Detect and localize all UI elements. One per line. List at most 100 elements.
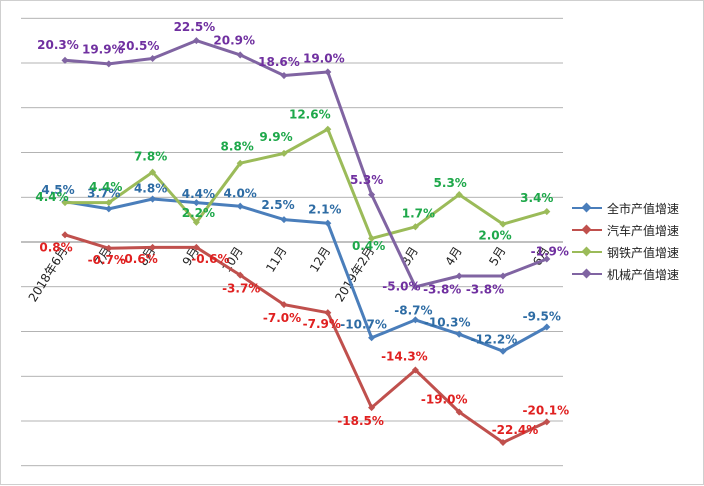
data-label: -3.8% — [423, 283, 461, 297]
series-marker — [192, 199, 200, 207]
series-marker — [499, 438, 507, 447]
data-label: 20.3% — [37, 38, 79, 52]
series-marker — [411, 366, 419, 374]
data-label: 4.0% — [224, 187, 257, 201]
series-marker — [499, 347, 507, 355]
data-label: 20.5% — [118, 39, 160, 53]
data-label: 19.9% — [82, 42, 124, 56]
legend-item-steel: 钢铁产值增速 — [572, 241, 702, 263]
series-marker — [105, 199, 113, 207]
legend-swatch-auto — [572, 224, 602, 235]
data-label: -0.6% — [191, 252, 229, 266]
legend-label-city: 全市产值增速 — [607, 201, 680, 216]
data-label: -20.1% — [522, 403, 569, 417]
series-marker — [149, 243, 157, 251]
data-label: -9.5% — [523, 310, 561, 324]
data-label: -7.0% — [263, 311, 301, 325]
data-label: 2.2% — [182, 206, 215, 220]
data-label: 4.4% — [89, 180, 122, 194]
series-marker — [192, 37, 200, 45]
series-marker — [368, 234, 376, 242]
series-marker — [543, 208, 551, 216]
series-line-2 — [63, 127, 549, 240]
series-marker — [324, 219, 332, 227]
data-label: 8.8% — [221, 140, 254, 154]
series-marker — [411, 316, 419, 324]
x-tick-label: 11月 — [263, 244, 289, 275]
series-marker — [192, 243, 200, 251]
series-line-1 — [63, 233, 549, 444]
series-marker — [149, 195, 157, 203]
data-label: 0.4% — [352, 239, 385, 253]
series-marker — [543, 323, 551, 331]
series-marker — [499, 272, 507, 280]
data-label: 5.3% — [434, 176, 467, 190]
data-label: -12.2% — [471, 333, 518, 347]
data-label: 9.9% — [259, 130, 292, 144]
legend-label-steel: 钢铁产值增速 — [607, 245, 680, 260]
series-marker — [149, 168, 157, 176]
data-label: 4.8% — [134, 182, 167, 196]
legend-swatch-machinery — [572, 268, 602, 279]
series-marker — [105, 60, 113, 68]
series-marker — [280, 149, 288, 157]
series-marker — [236, 159, 244, 167]
data-label: -5.0% — [382, 279, 420, 293]
series-marker — [149, 54, 157, 63]
data-label: 1.7% — [402, 206, 435, 220]
series-marker — [324, 125, 332, 133]
data-label: 18.6% — [258, 55, 300, 69]
data-label: 2.0% — [478, 229, 511, 243]
series-marker — [280, 301, 288, 309]
data-label: -19.0% — [421, 393, 468, 407]
data-label: 20.9% — [213, 33, 255, 47]
series-marker — [192, 218, 200, 226]
series-marker — [324, 309, 332, 317]
data-label: -14.3% — [381, 350, 428, 364]
data-label: -10.7% — [340, 317, 387, 331]
data-label: 4.4% — [182, 187, 215, 201]
data-label: -3.8% — [466, 283, 504, 297]
legend-swatch-steel — [572, 246, 602, 257]
data-label: 4.4% — [35, 190, 68, 204]
series-marker — [455, 330, 463, 338]
data-label: -3.7% — [222, 282, 260, 296]
data-label: -0.7% — [88, 253, 126, 267]
series-marker — [368, 334, 376, 342]
series-marker — [280, 216, 288, 224]
legend-item-city: 全市产值增速 — [572, 197, 702, 219]
series-marker — [105, 205, 113, 213]
legend-label-machinery: 机械产值增速 — [607, 267, 680, 282]
series-marker — [499, 220, 507, 228]
data-label: 2.5% — [261, 198, 294, 212]
data-label: -0.6% — [119, 252, 157, 266]
series-marker — [411, 223, 419, 231]
series-marker — [455, 272, 463, 280]
data-label: 3.7% — [87, 186, 120, 200]
series-marker — [105, 244, 113, 252]
data-label: -1.9% — [531, 245, 569, 259]
series-marker — [324, 68, 332, 76]
legend-item-machinery: 机械产值增速 — [572, 263, 702, 285]
series-marker — [368, 404, 376, 412]
x-tick-label: 12月 — [307, 244, 333, 275]
x-tick-label: 5月 — [486, 244, 508, 268]
data-label: 7.8% — [134, 150, 167, 164]
series-marker — [543, 418, 551, 426]
series-marker — [236, 202, 244, 210]
data-label: 22.5% — [174, 20, 216, 34]
series-marker — [455, 408, 463, 416]
data-label: 3.4% — [520, 191, 553, 205]
data-label: -7.9% — [303, 317, 341, 331]
legend-item-auto: 汽车产值增速 — [572, 219, 702, 241]
data-label: 4.5% — [41, 183, 74, 197]
series-marker — [61, 199, 69, 207]
series-marker — [236, 51, 244, 59]
data-label: 0.8% — [39, 240, 72, 254]
legend-swatch-city — [572, 202, 602, 213]
series-line-3 — [63, 39, 549, 289]
x-tick-label: 4月 — [442, 244, 464, 268]
data-label: 19.0% — [303, 52, 345, 66]
legend-label-auto: 汽车产值增速 — [607, 223, 680, 238]
